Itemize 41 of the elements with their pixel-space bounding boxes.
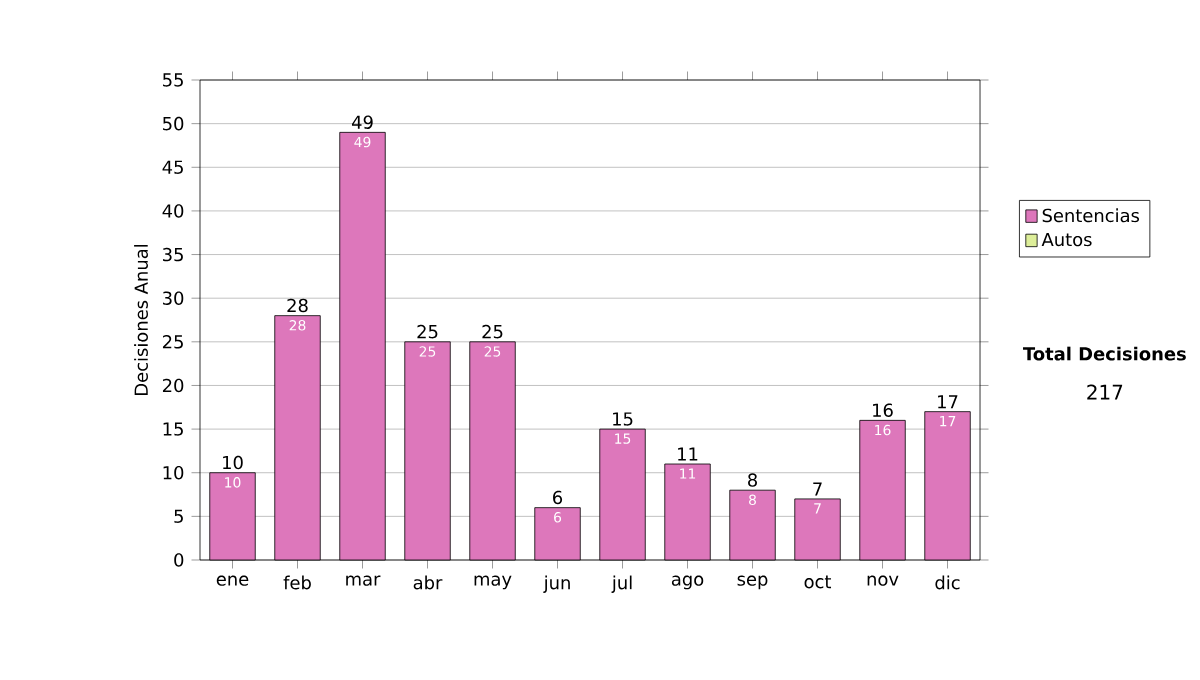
x-tick-label: jul <box>611 575 632 593</box>
legend-label: Sentencias <box>1042 208 1140 223</box>
x-tick-label: sep <box>737 575 768 590</box>
y-tick-label: 30 <box>163 291 184 305</box>
y-tick-label: 5 <box>174 509 183 524</box>
legend-label: Autos <box>1041 232 1092 247</box>
total-label: 16 <box>873 403 893 417</box>
y-tick-label: 35 <box>163 247 183 262</box>
y-axis-title: Decisiones Anual <box>134 244 148 395</box>
y-tick-label: 40 <box>162 204 184 218</box>
text: 217 <box>1087 384 1123 400</box>
x-tick-label: ago <box>671 575 704 590</box>
total-label: 17 <box>938 395 958 409</box>
y-tick-label: 55 <box>163 73 183 87</box>
x-tick-label: dic <box>935 575 960 590</box>
total-label: 11 <box>678 447 698 461</box>
total-label: 10 <box>223 455 243 470</box>
x-tick-label: oct <box>804 575 832 589</box>
x-tick-label: feb <box>283 575 311 590</box>
x-tick-label: may <box>474 575 512 590</box>
total-label: 49 <box>351 115 373 129</box>
y-tick-label: 0 <box>174 553 184 567</box>
total-label: 25 <box>417 324 438 339</box>
y-tick-label: 10 <box>163 465 184 480</box>
total-label: 28 <box>287 298 308 313</box>
y-tick-label: 15 <box>163 422 183 436</box>
total-label: 7 <box>813 482 822 496</box>
x-tick-label: abr <box>413 575 443 590</box>
y-tick-label: 45 <box>162 160 183 174</box>
y-tick-label: 50 <box>163 116 184 131</box>
total-label: 8 <box>748 473 757 487</box>
y-tick-label: 25 <box>162 335 183 349</box>
x-tick-label: jun <box>543 575 570 593</box>
y-tick-label: 20 <box>162 378 184 393</box>
x-tick-label: nov <box>867 575 899 586</box>
x-tick-label: mar <box>346 575 381 586</box>
total-label: 25 <box>482 324 503 339</box>
total-label: 15 <box>613 412 633 426</box>
x-tick-label: ene <box>216 575 249 586</box>
total-label: 6 <box>553 490 563 505</box>
text: Total Decisiones <box>1023 346 1186 361</box>
